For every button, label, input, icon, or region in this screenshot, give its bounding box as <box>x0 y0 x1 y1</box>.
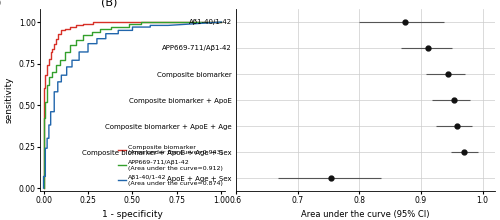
X-axis label: Area under the curve (95% CI): Area under the curve (95% CI) <box>302 210 430 219</box>
Y-axis label: sensitivity: sensitivity <box>4 77 14 123</box>
Text: (A): (A) <box>0 0 1 8</box>
X-axis label: 1 - specificity: 1 - specificity <box>102 210 163 219</box>
Legend: Composite biomarker
(Area under the curve=0.943), APP669-711/Aβ1-42
(Area under : Composite biomarker (Area under the curv… <box>116 142 226 188</box>
Text: (B): (B) <box>102 0 118 8</box>
